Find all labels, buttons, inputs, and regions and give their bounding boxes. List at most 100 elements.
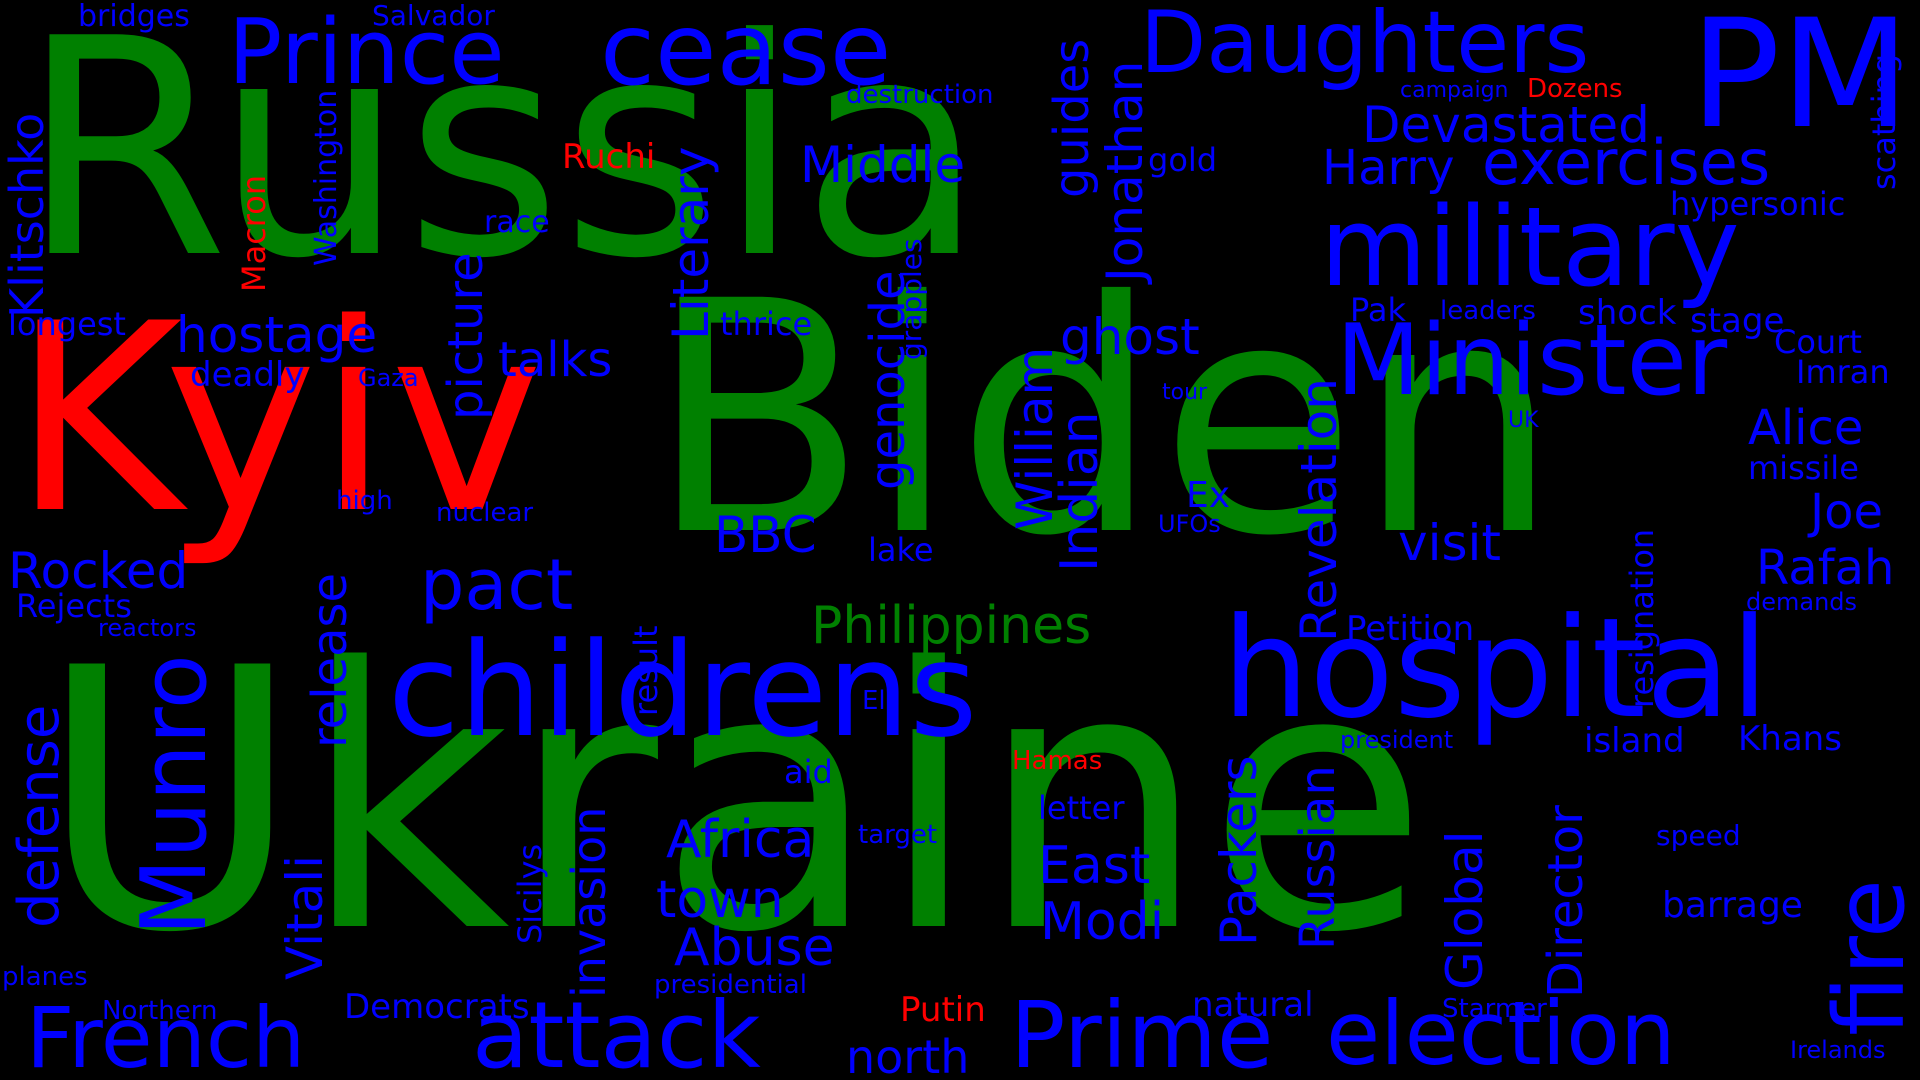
word-rocked: Rocked (8, 542, 189, 600)
word-russian: Russian (1290, 765, 1346, 950)
word-race: race (484, 205, 550, 240)
word-el: El (862, 686, 886, 716)
word-scathing: scathing (1865, 53, 1903, 190)
word-barrage: barrage (1662, 885, 1803, 926)
word-attack: attack (472, 982, 761, 1080)
word-harry: Harry (1322, 140, 1455, 196)
word-biden: Biden (648, 234, 1560, 606)
word-campaign: campaign (1400, 78, 1509, 103)
word-gaza: Gaza (358, 364, 419, 392)
word-childrens: childrens (388, 614, 978, 766)
word-stage: stage (1690, 301, 1785, 341)
word-pact: pact (420, 544, 574, 626)
word-khans: Khans (1738, 719, 1842, 759)
word-petition: Petition (1346, 609, 1475, 649)
word-nuclear: nuclear (436, 498, 534, 528)
word-bridges: bridges (78, 0, 190, 34)
word-letter: letter (1038, 789, 1125, 827)
word-devastated: Devastated (1362, 96, 1650, 154)
word-gold: gold (1148, 141, 1218, 179)
word-exercises: exercises (1482, 126, 1771, 199)
word-salvador: Salvador (372, 0, 495, 32)
word-ruchi: Ruchi (562, 137, 656, 177)
word-putin: Putin (900, 990, 986, 1030)
word-middle: Middle (800, 136, 966, 194)
word-uk: UK (1508, 408, 1539, 433)
word-island: island (1584, 721, 1685, 761)
word-macron: Macron (235, 174, 273, 292)
word-natural: natural (1192, 985, 1314, 1025)
word-democrats: Democrats (344, 987, 530, 1027)
word-russia: Russia (20, 0, 985, 324)
word-prime: Prime (1010, 982, 1274, 1080)
word-destruction: destruction (846, 80, 994, 110)
word-bbc: BBC (714, 506, 817, 564)
word-court: Court (1774, 323, 1862, 361)
word-philippines: Philippines (811, 596, 1092, 656)
word-planes: planes (2, 962, 88, 992)
word-klitschko: Klitschko (0, 112, 54, 318)
word-genocide: genocide (860, 270, 916, 490)
word-reactors: reactors (98, 614, 197, 642)
word-president: president (1340, 726, 1454, 754)
word-packers: Packers (1210, 755, 1268, 946)
word-rejects: Rejects (16, 587, 132, 625)
word-shock: shock (1578, 293, 1677, 333)
word-military: military (1320, 183, 1740, 311)
word-starmer: Starmer (1442, 994, 1547, 1024)
word-minister: Minister (1336, 304, 1728, 418)
word-indian: Indian (1050, 411, 1110, 572)
word-leaders: leaders (1440, 296, 1536, 326)
word-director: Director (1538, 805, 1594, 998)
word-hamas: Hamas (1012, 746, 1103, 776)
word-talks: talks (498, 332, 613, 388)
word-tour: tour (1162, 380, 1208, 405)
word-ex: Ex (1186, 475, 1231, 516)
word-defense: defense (7, 704, 72, 928)
word-joe: Joe (1810, 484, 1884, 540)
word-prince: Prince (228, 0, 505, 105)
word-literary: Literary (662, 146, 720, 340)
word-pak: Pak (1350, 291, 1406, 329)
word-north: north (846, 1030, 970, 1080)
word-result: result (627, 625, 665, 716)
word-release: release (302, 572, 358, 748)
word-visit: visit (1398, 514, 1502, 572)
word-revelation: Revelation (1290, 378, 1348, 642)
word-deadly: deadly (190, 355, 305, 395)
word-ghost: ghost (1060, 308, 1200, 366)
word-picture: picture (438, 252, 494, 420)
word-guides: guides (1044, 38, 1100, 198)
word-town: town (656, 870, 784, 930)
word-resignation: resignation (1623, 528, 1661, 708)
word-hospital: hospital (1222, 588, 1769, 749)
word-fire: fire (1814, 879, 1920, 1036)
word-northern: Northern (102, 996, 218, 1026)
word-invasion: invasion (562, 806, 616, 998)
word-east: East (1038, 836, 1151, 896)
word-election: election (1326, 982, 1676, 1080)
word-africa: Africa (666, 810, 815, 870)
word-abuse: Abuse (674, 918, 835, 978)
word-french: French (26, 989, 306, 1080)
word-alice: Alice (1748, 400, 1864, 456)
word-missile: missile (1748, 449, 1859, 487)
word-high: high (336, 486, 393, 516)
word-sicilys: Sicilys (511, 843, 549, 944)
word-pm: PM (1690, 0, 1910, 162)
word-washington: Washington (309, 89, 344, 266)
word-munro: Munro (122, 654, 227, 936)
word-speed: speed (1656, 819, 1741, 852)
word-vitali: Vitali (276, 854, 334, 980)
word-kyiv: Kyiv (12, 269, 544, 571)
word-cease: cease (600, 0, 892, 108)
word-modi: Modi (1040, 892, 1165, 952)
word-lake: lake (868, 531, 934, 569)
word-thrice: thrice (720, 305, 813, 343)
word-target: target (858, 820, 938, 850)
word-aid: aid (784, 753, 833, 791)
word-presidential: presidential (654, 970, 807, 1000)
word-imran: Imran (1796, 353, 1890, 391)
word-global: Global (1436, 830, 1494, 991)
